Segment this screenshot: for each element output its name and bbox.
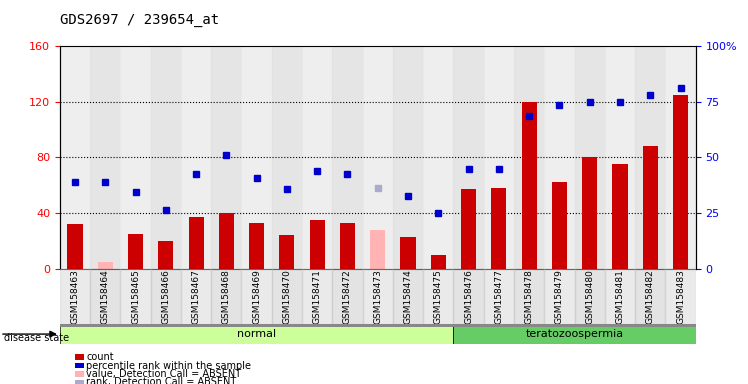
- Text: count: count: [86, 352, 114, 362]
- Bar: [635, 269, 666, 324]
- Bar: [302, 46, 332, 269]
- Bar: [120, 269, 150, 324]
- Bar: [150, 269, 181, 324]
- Bar: [605, 46, 635, 269]
- Text: GSM158481: GSM158481: [616, 269, 625, 324]
- Text: rank, Detection Call = ABSENT: rank, Detection Call = ABSENT: [86, 377, 236, 384]
- Text: GSM158467: GSM158467: [191, 269, 200, 324]
- Bar: [453, 269, 484, 324]
- Bar: [279, 235, 295, 269]
- Bar: [574, 269, 605, 324]
- Text: GSM158482: GSM158482: [646, 269, 654, 324]
- Bar: [60, 46, 90, 269]
- Bar: [400, 237, 416, 269]
- Text: GSM158469: GSM158469: [252, 269, 261, 324]
- Bar: [272, 46, 302, 269]
- Text: disease state: disease state: [4, 333, 69, 343]
- Bar: [545, 46, 574, 269]
- Bar: [393, 46, 423, 269]
- Bar: [188, 217, 203, 269]
- Text: GSM158475: GSM158475: [434, 269, 443, 324]
- Bar: [302, 269, 332, 324]
- Bar: [514, 269, 545, 324]
- Bar: [370, 230, 385, 269]
- Bar: [310, 220, 325, 269]
- Bar: [461, 189, 476, 269]
- Text: GSM158480: GSM158480: [585, 269, 594, 324]
- FancyBboxPatch shape: [60, 324, 696, 327]
- Bar: [242, 46, 272, 269]
- Bar: [363, 46, 393, 269]
- Bar: [393, 269, 423, 324]
- Bar: [211, 269, 242, 324]
- Bar: [491, 188, 506, 269]
- Bar: [340, 223, 355, 269]
- Bar: [90, 269, 120, 324]
- Bar: [363, 269, 393, 324]
- Bar: [181, 269, 211, 324]
- Bar: [211, 46, 242, 269]
- Bar: [574, 46, 605, 269]
- Bar: [514, 46, 545, 269]
- Text: GSM158470: GSM158470: [283, 269, 292, 324]
- Bar: [582, 157, 597, 269]
- Bar: [453, 46, 484, 269]
- Bar: [673, 95, 688, 269]
- Bar: [431, 255, 446, 269]
- Bar: [484, 46, 514, 269]
- Bar: [159, 241, 174, 269]
- Text: GSM158463: GSM158463: [70, 269, 79, 324]
- Bar: [552, 182, 567, 269]
- Bar: [128, 234, 143, 269]
- Bar: [242, 269, 272, 324]
- Bar: [218, 213, 234, 269]
- Bar: [613, 164, 628, 269]
- Text: GSM158468: GSM158468: [222, 269, 231, 324]
- Bar: [605, 269, 635, 324]
- Text: GSM158478: GSM158478: [524, 269, 533, 324]
- Text: GSM158471: GSM158471: [313, 269, 322, 324]
- Bar: [666, 269, 696, 324]
- Bar: [635, 46, 666, 269]
- Text: GSM158483: GSM158483: [676, 269, 685, 324]
- Bar: [545, 269, 574, 324]
- Text: GSM158477: GSM158477: [494, 269, 503, 324]
- Bar: [666, 46, 696, 269]
- Text: GSM158465: GSM158465: [131, 269, 140, 324]
- Bar: [60, 269, 90, 324]
- Bar: [423, 269, 453, 324]
- Text: GSM158479: GSM158479: [555, 269, 564, 324]
- Text: GSM158476: GSM158476: [464, 269, 473, 324]
- Bar: [272, 269, 302, 324]
- Text: GSM158472: GSM158472: [343, 269, 352, 324]
- Bar: [643, 146, 657, 269]
- Bar: [120, 46, 150, 269]
- Text: value, Detection Call = ABSENT: value, Detection Call = ABSENT: [86, 369, 241, 379]
- Bar: [150, 46, 181, 269]
- Bar: [484, 269, 514, 324]
- Bar: [423, 46, 453, 269]
- Text: teratozoospermia: teratozoospermia: [526, 329, 624, 339]
- Bar: [521, 102, 536, 269]
- Bar: [90, 46, 120, 269]
- Text: normal: normal: [237, 329, 276, 339]
- Bar: [98, 262, 113, 269]
- Text: GSM158464: GSM158464: [101, 269, 110, 324]
- Text: GSM158474: GSM158474: [403, 269, 412, 324]
- Text: GSM158473: GSM158473: [373, 269, 382, 324]
- FancyBboxPatch shape: [60, 324, 453, 344]
- FancyBboxPatch shape: [453, 324, 696, 344]
- Bar: [181, 46, 211, 269]
- Text: GDS2697 / 239654_at: GDS2697 / 239654_at: [60, 13, 219, 27]
- Bar: [67, 224, 82, 269]
- Text: GSM158466: GSM158466: [162, 269, 171, 324]
- Bar: [332, 46, 363, 269]
- Bar: [249, 223, 264, 269]
- Text: percentile rank within the sample: percentile rank within the sample: [86, 361, 251, 371]
- Bar: [332, 269, 363, 324]
